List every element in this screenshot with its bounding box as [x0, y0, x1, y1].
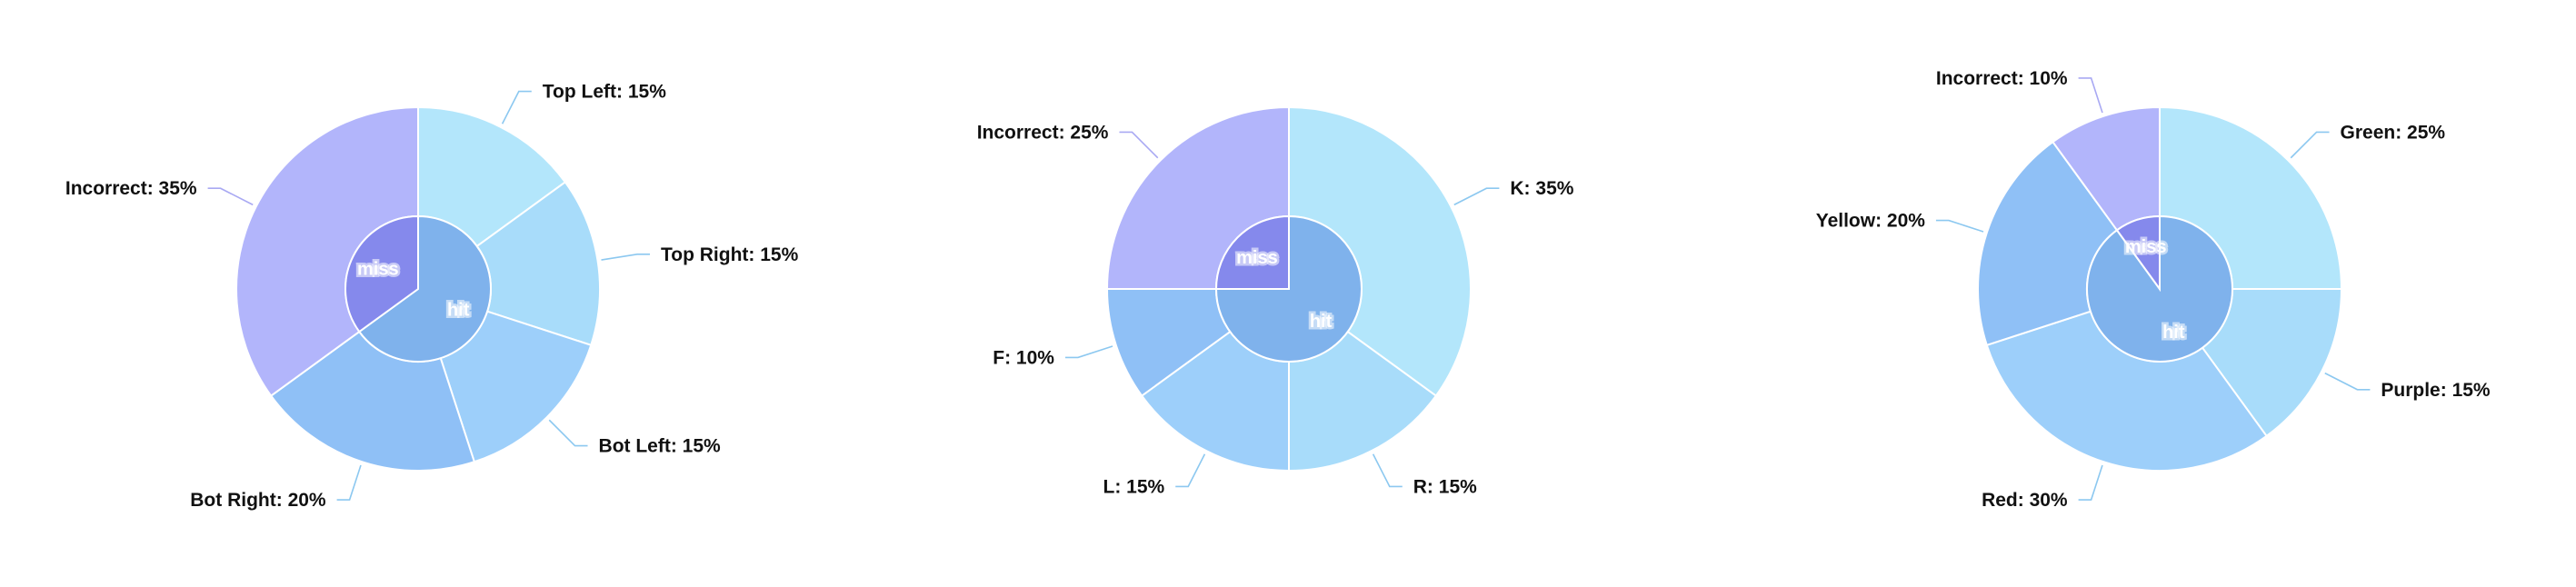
inner-label-miss: miss — [1236, 248, 1278, 268]
leader-line-purple — [2324, 372, 2371, 391]
pie-chart-2: hit miss K: 35% R: 15% L: 15% F: 10% Incorrect… — [977, 105, 1574, 497]
outer-label-k: K: 35% — [1510, 178, 1573, 199]
outer-label-r: R: 15% — [1413, 476, 1477, 497]
inner-slice-hit — [357, 214, 492, 363]
leader-line-k — [1453, 187, 1500, 206]
outer-label-top-right: Top Right: 15% — [661, 244, 799, 265]
inner-slice-miss — [2115, 214, 2161, 293]
outer-label-purple: Purple: 15% — [2381, 380, 2491, 401]
inner-label-hit: hit — [447, 301, 470, 321]
outer-label-green: Green: 25% — [2341, 122, 2446, 143]
leader-line-bot-left — [548, 419, 588, 447]
leader-line-incorrect — [207, 187, 254, 206]
leader-line-f — [1064, 345, 1113, 359]
outer-label-yellow: Yellow: 20% — [1816, 211, 1926, 232]
leader-line-green — [2290, 131, 2330, 159]
inner-label-miss: miss — [357, 259, 399, 279]
inner-slice-miss — [344, 214, 419, 333]
inner-label-miss: miss — [2125, 237, 2167, 257]
leader-line-top-left — [501, 90, 532, 124]
outer-label-l: L: 15% — [1103, 476, 1165, 497]
leader-line-red — [2078, 464, 2103, 501]
inner-label-hit: hit — [1310, 312, 1333, 332]
leader-line-r — [1372, 453, 1403, 488]
inner-slice-miss — [1214, 214, 1290, 290]
outer-label-bot-left: Bot Left: 15% — [599, 436, 722, 457]
pie-chart-1: hit miss Top Left: 15% Top Right: 15% Bot Le… — [65, 82, 799, 511]
leader-line-yellow — [1935, 219, 1984, 233]
outer-label-incorrect: Incorrect: 35% — [65, 178, 197, 199]
leader-line-l — [1175, 453, 1206, 488]
outer-label-top-left: Top Left: 15% — [543, 82, 666, 103]
leader-line-incorrect — [1119, 131, 1159, 159]
outer-label-f: F: 10% — [993, 347, 1054, 368]
leader-line-bot-right — [336, 464, 362, 501]
inner-label-hit: hit — [2162, 323, 2185, 343]
outer-label-incorrect: Incorrect: 10% — [1936, 68, 2068, 89]
outer-label-incorrect: Incorrect: 25% — [977, 122, 1109, 143]
leader-line-top-right — [601, 254, 650, 261]
outer-label-bot-right: Bot Right: 20% — [190, 490, 326, 511]
pie-chart-3: hit miss Green: 25% Purple: 15% Red: 30% Yell… — [1816, 68, 2491, 511]
leader-line-incorrect — [2078, 77, 2103, 114]
outer-label-red: Red: 30% — [1982, 490, 2068, 511]
